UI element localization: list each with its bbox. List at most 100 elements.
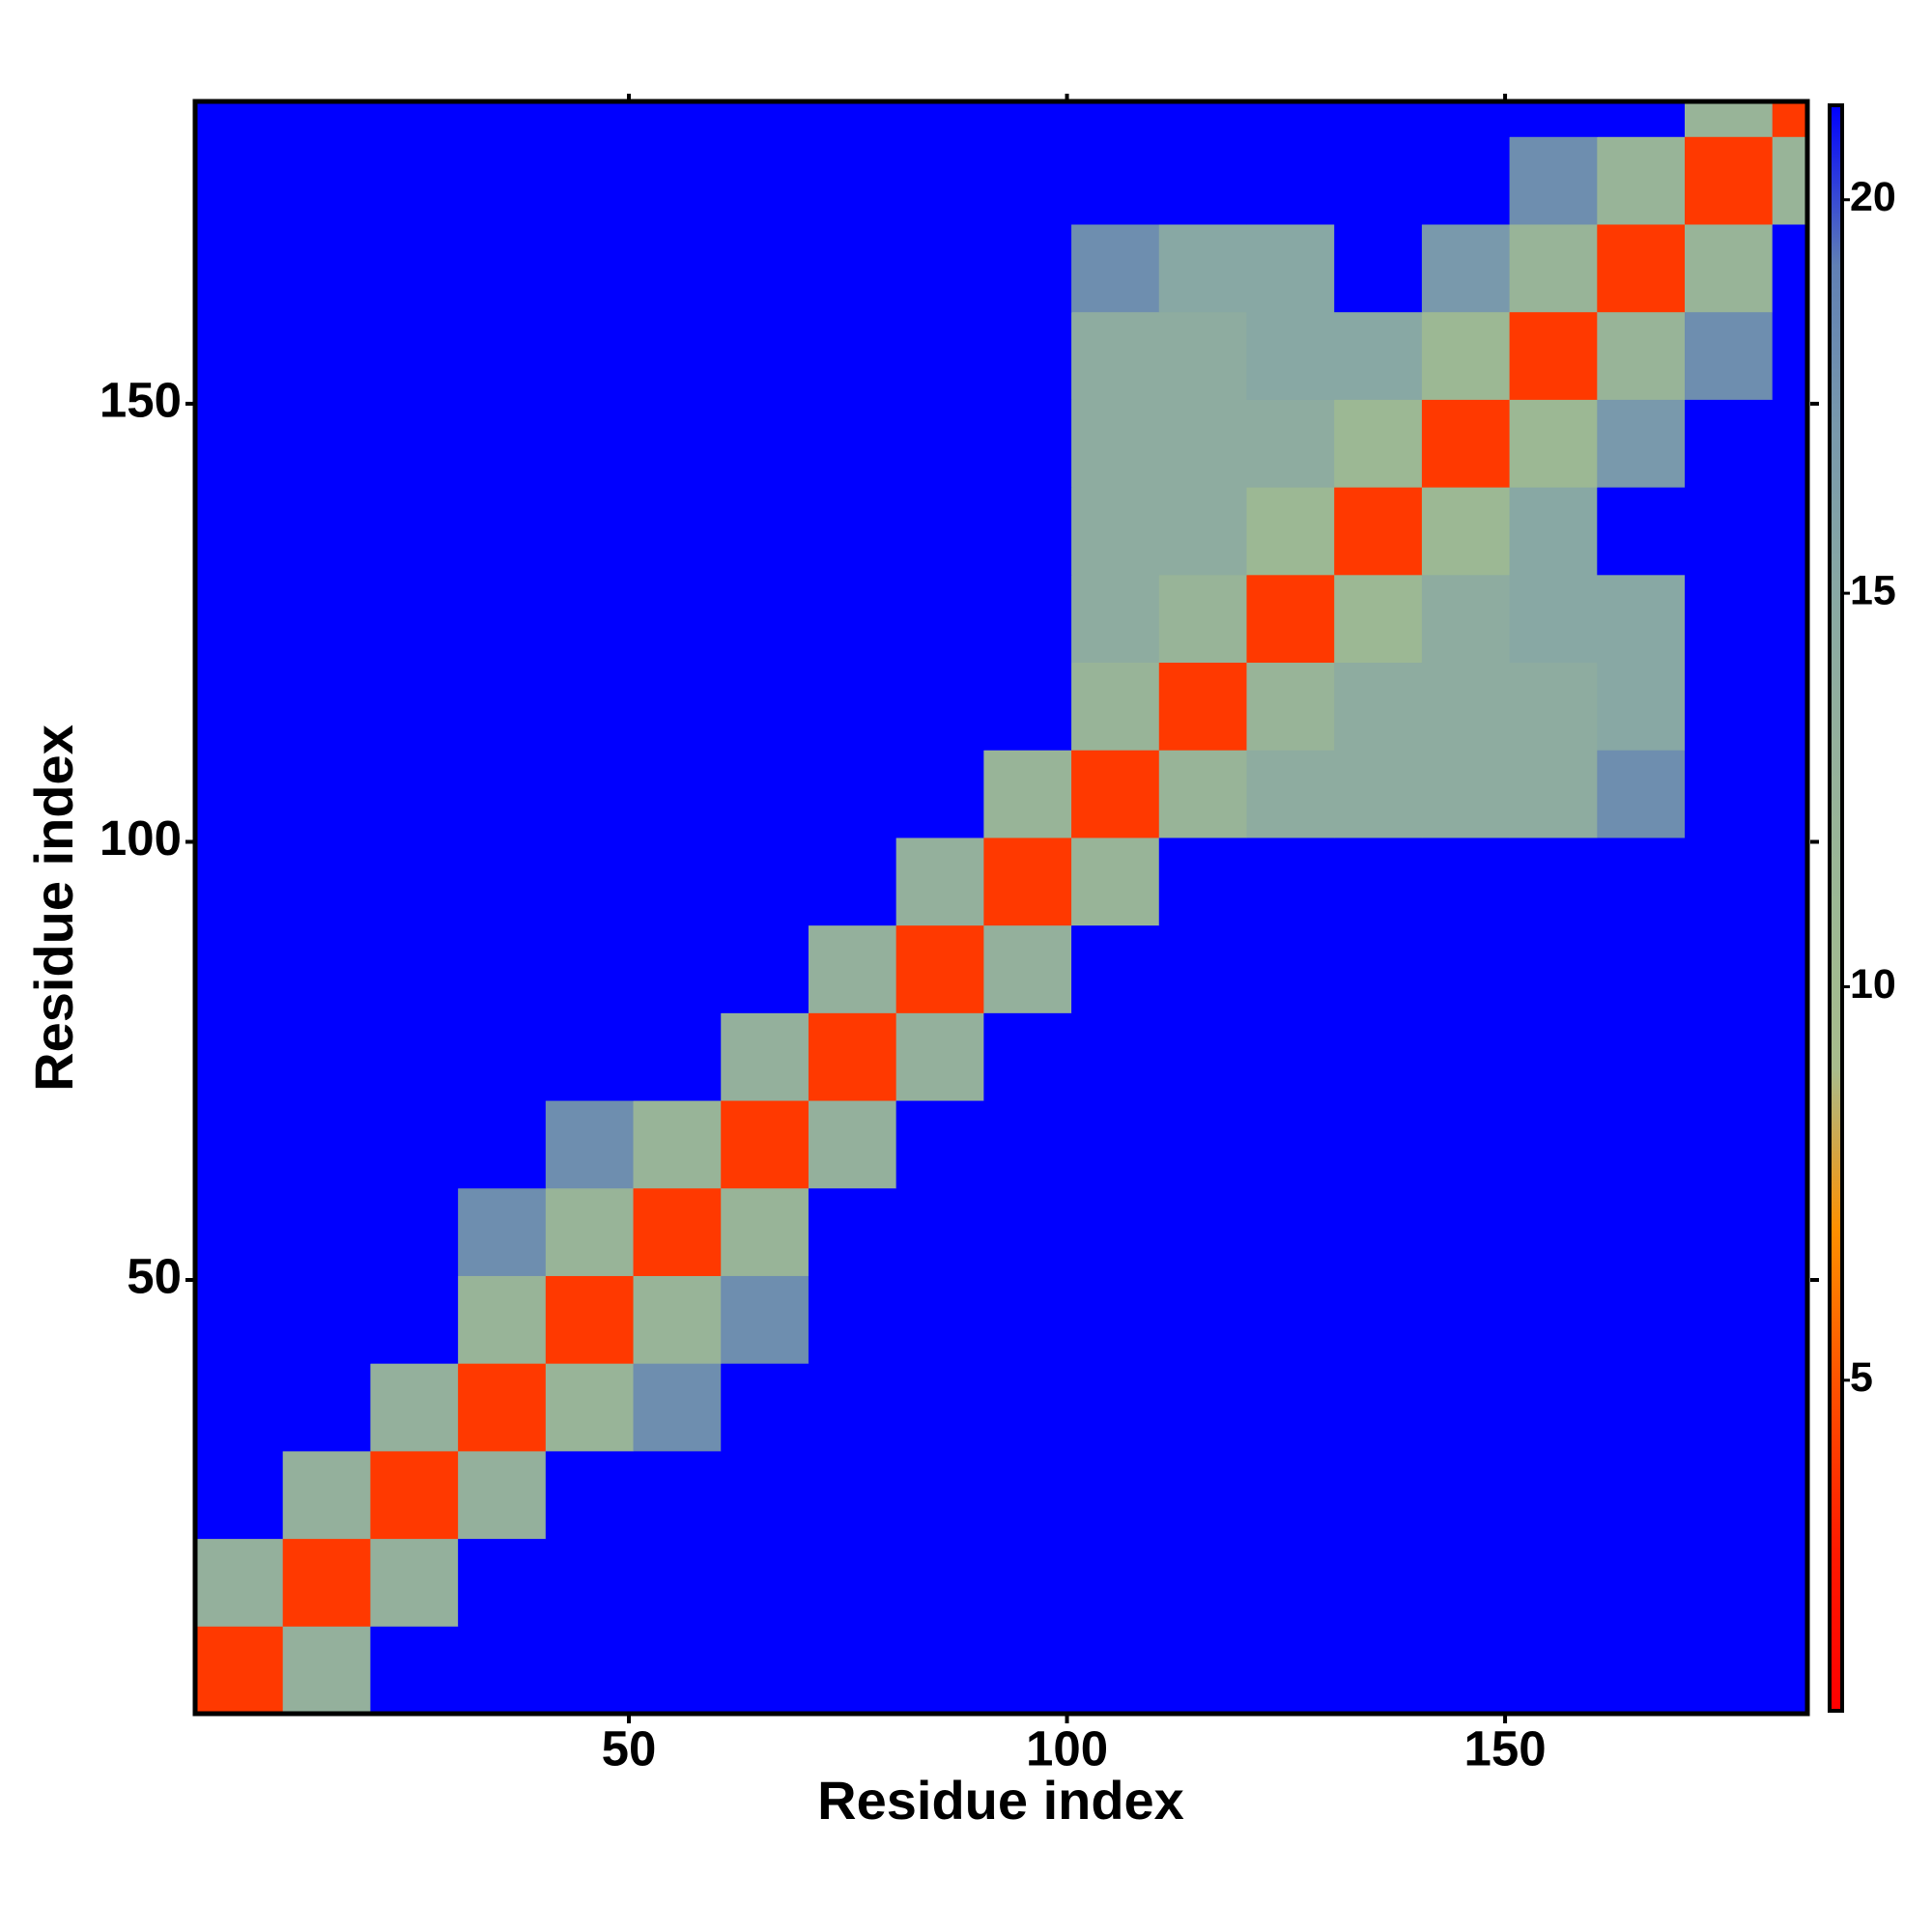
heatmap-cell	[545, 223, 635, 313]
heatmap-cell	[282, 223, 371, 313]
heatmap-cell	[721, 1012, 810, 1101]
heatmap-cell	[1772, 1100, 1808, 1189]
heatmap-cell	[370, 487, 459, 576]
heatmap-cell	[1158, 1626, 1247, 1715]
colorbar-tick-label: 10	[1850, 961, 1896, 1008]
heatmap-cell	[195, 1626, 284, 1715]
heatmap-cell	[1685, 1012, 1774, 1101]
heatmap-cell	[458, 1626, 547, 1715]
heatmap-cell	[1246, 574, 1335, 664]
heatmap-cell	[1158, 574, 1247, 664]
heatmap-cell	[370, 924, 459, 1013]
heatmap-cell	[721, 101, 810, 137]
heatmap-cell	[1772, 1275, 1808, 1364]
heatmap-cell	[195, 837, 284, 926]
heatmap-cell	[633, 1187, 722, 1276]
x-tick-label: 150	[1464, 1720, 1547, 1776]
heatmap-cell	[545, 1100, 635, 1189]
heatmap-cell	[808, 1538, 897, 1627]
heatmap-cell	[1685, 1626, 1774, 1715]
heatmap-cell	[195, 1538, 284, 1627]
heatmap-cell	[1334, 1012, 1423, 1101]
heatmap-cell	[1509, 136, 1598, 225]
heatmap-cell	[370, 1538, 459, 1627]
heatmap-cell	[808, 1363, 897, 1452]
heatmap-cell	[1509, 750, 1598, 838]
heatmap-cell	[545, 1626, 635, 1715]
heatmap-cell	[282, 1538, 371, 1627]
heatmap-cell	[895, 399, 984, 488]
heatmap-cell	[545, 101, 635, 137]
heatmap-cell	[1071, 101, 1160, 137]
heatmap-cell	[1421, 136, 1511, 225]
heatmap-cell	[1071, 223, 1160, 313]
heatmap-cell	[458, 750, 547, 838]
heatmap-cell	[1772, 1363, 1808, 1452]
heatmap-cell	[1071, 662, 1160, 751]
heatmap-cell	[370, 1275, 459, 1364]
heatmap-cell	[458, 1538, 547, 1627]
heatmap-cell	[1158, 1275, 1247, 1364]
heatmap-cell	[370, 399, 459, 488]
heatmap-cell	[808, 487, 897, 576]
heatmap-cell	[1334, 1626, 1423, 1715]
heatmap-cell	[1597, 1626, 1686, 1715]
y-axis-title: Residue index	[23, 724, 84, 1092]
heatmap-cell	[808, 1450, 897, 1540]
heatmap-cell	[282, 662, 371, 751]
heatmap-cell	[545, 136, 635, 225]
heatmap-cell	[1421, 1450, 1511, 1540]
heatmap-cell	[545, 399, 635, 488]
heatmap-cell	[895, 487, 984, 576]
heatmap-cell	[721, 662, 810, 751]
heatmap-cell	[1071, 136, 1160, 225]
heatmap-cell	[808, 1012, 897, 1101]
heatmap-cell	[895, 1187, 984, 1276]
heatmap-cell	[983, 1363, 1072, 1452]
heatmap-cell	[895, 1012, 984, 1101]
heatmap-cell	[808, 1100, 897, 1189]
heatmap-cell	[1421, 1187, 1511, 1276]
heatmap-cell	[1597, 1187, 1686, 1276]
heatmap-cell	[1597, 101, 1686, 137]
heatmap-cell	[195, 662, 284, 751]
heatmap-cell	[1509, 1275, 1598, 1364]
heatmap-cell	[1158, 924, 1247, 1013]
heatmap-cell	[895, 1626, 984, 1715]
heatmap-cell	[1597, 1538, 1686, 1627]
heatmap-cell	[370, 1012, 459, 1101]
heatmap-cell	[1246, 487, 1335, 576]
heatmap-cell	[1158, 662, 1247, 751]
heatmap-cell	[1246, 101, 1335, 137]
heatmap-cell	[1772, 1626, 1808, 1715]
heatmap-cell	[808, 924, 897, 1013]
heatmap-cell	[195, 1363, 284, 1452]
heatmap-cell	[1246, 1100, 1335, 1189]
heatmap-cell	[545, 574, 635, 664]
colorbar	[1828, 103, 1844, 1713]
heatmap-cell	[1421, 101, 1511, 137]
heatmap-cell	[1685, 1100, 1774, 1189]
heatmap-cell	[282, 924, 371, 1013]
heatmap-cell	[458, 662, 547, 751]
heatmap-cell	[1772, 574, 1808, 664]
heatmap-cell	[1597, 136, 1686, 225]
heatmap-cell	[1685, 1187, 1774, 1276]
heatmap-cell	[370, 574, 459, 664]
heatmap-cell	[1334, 101, 1423, 137]
heatmap-cell	[370, 1626, 459, 1715]
heatmap-cell	[1158, 136, 1247, 225]
heatmap-cell	[370, 136, 459, 225]
heatmap-cell	[633, 223, 722, 313]
heatmap-cell	[1509, 1450, 1598, 1540]
heatmap-cell	[983, 1450, 1072, 1540]
heatmap-cell	[1772, 223, 1808, 313]
y-tick-label: 100	[99, 810, 182, 866]
heatmap-cell	[458, 1012, 547, 1101]
heatmap-cell	[1685, 1363, 1774, 1452]
heatmap-cell	[282, 1100, 371, 1189]
heatmap-cell	[1421, 223, 1511, 313]
heatmap-cell	[895, 924, 984, 1013]
heatmap-cell	[545, 750, 635, 838]
